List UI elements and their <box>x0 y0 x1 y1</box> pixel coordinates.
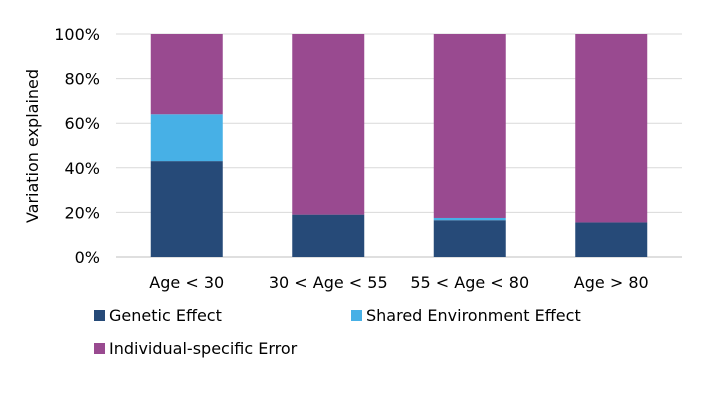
bar-segment <box>150 161 223 257</box>
x-tick-labels: Age < 30 30 < Age < 55 55 < Age < 80 Age > … <box>149 273 648 292</box>
legend-swatch <box>351 310 362 321</box>
legend-swatch <box>94 343 105 354</box>
bar-segment <box>575 222 648 257</box>
bar-segment <box>292 34 365 215</box>
x-tick-label: 55 < Age < 80 <box>410 273 529 292</box>
legend-label: Genetic Effect <box>109 306 222 325</box>
bar-segment <box>150 34 223 115</box>
bar-segment <box>292 214 365 257</box>
x-tick-label: 30 < Age < 55 <box>269 273 388 292</box>
y-tick-label: 60% <box>64 114 100 133</box>
legend: Genetic Effect Shared Environment Effect I… <box>94 306 581 358</box>
y-tick-label: 20% <box>64 203 100 222</box>
legend-swatch <box>94 310 105 321</box>
bar-segment <box>433 34 506 218</box>
x-tick-label: Age < 30 <box>149 273 224 292</box>
bar-segment <box>150 114 223 162</box>
y-tick-label: 0% <box>75 248 100 267</box>
bar-segment <box>575 34 648 223</box>
y-tick-label: 100% <box>54 25 100 44</box>
legend-label: Shared Environment Effect <box>366 306 581 325</box>
y-tick-label: 40% <box>64 159 100 178</box>
bar-segment <box>433 217 506 221</box>
y-tick-labels: 0% 20% 40% 60% 80% 100% <box>54 25 100 267</box>
x-tick-label: Age > 80 <box>574 273 649 292</box>
y-axis-label: Variation explained <box>23 69 42 223</box>
bars <box>150 34 648 257</box>
bar-segment <box>433 220 506 257</box>
legend-label: Individual-specific Error <box>109 339 298 358</box>
y-tick-label: 80% <box>64 70 100 89</box>
